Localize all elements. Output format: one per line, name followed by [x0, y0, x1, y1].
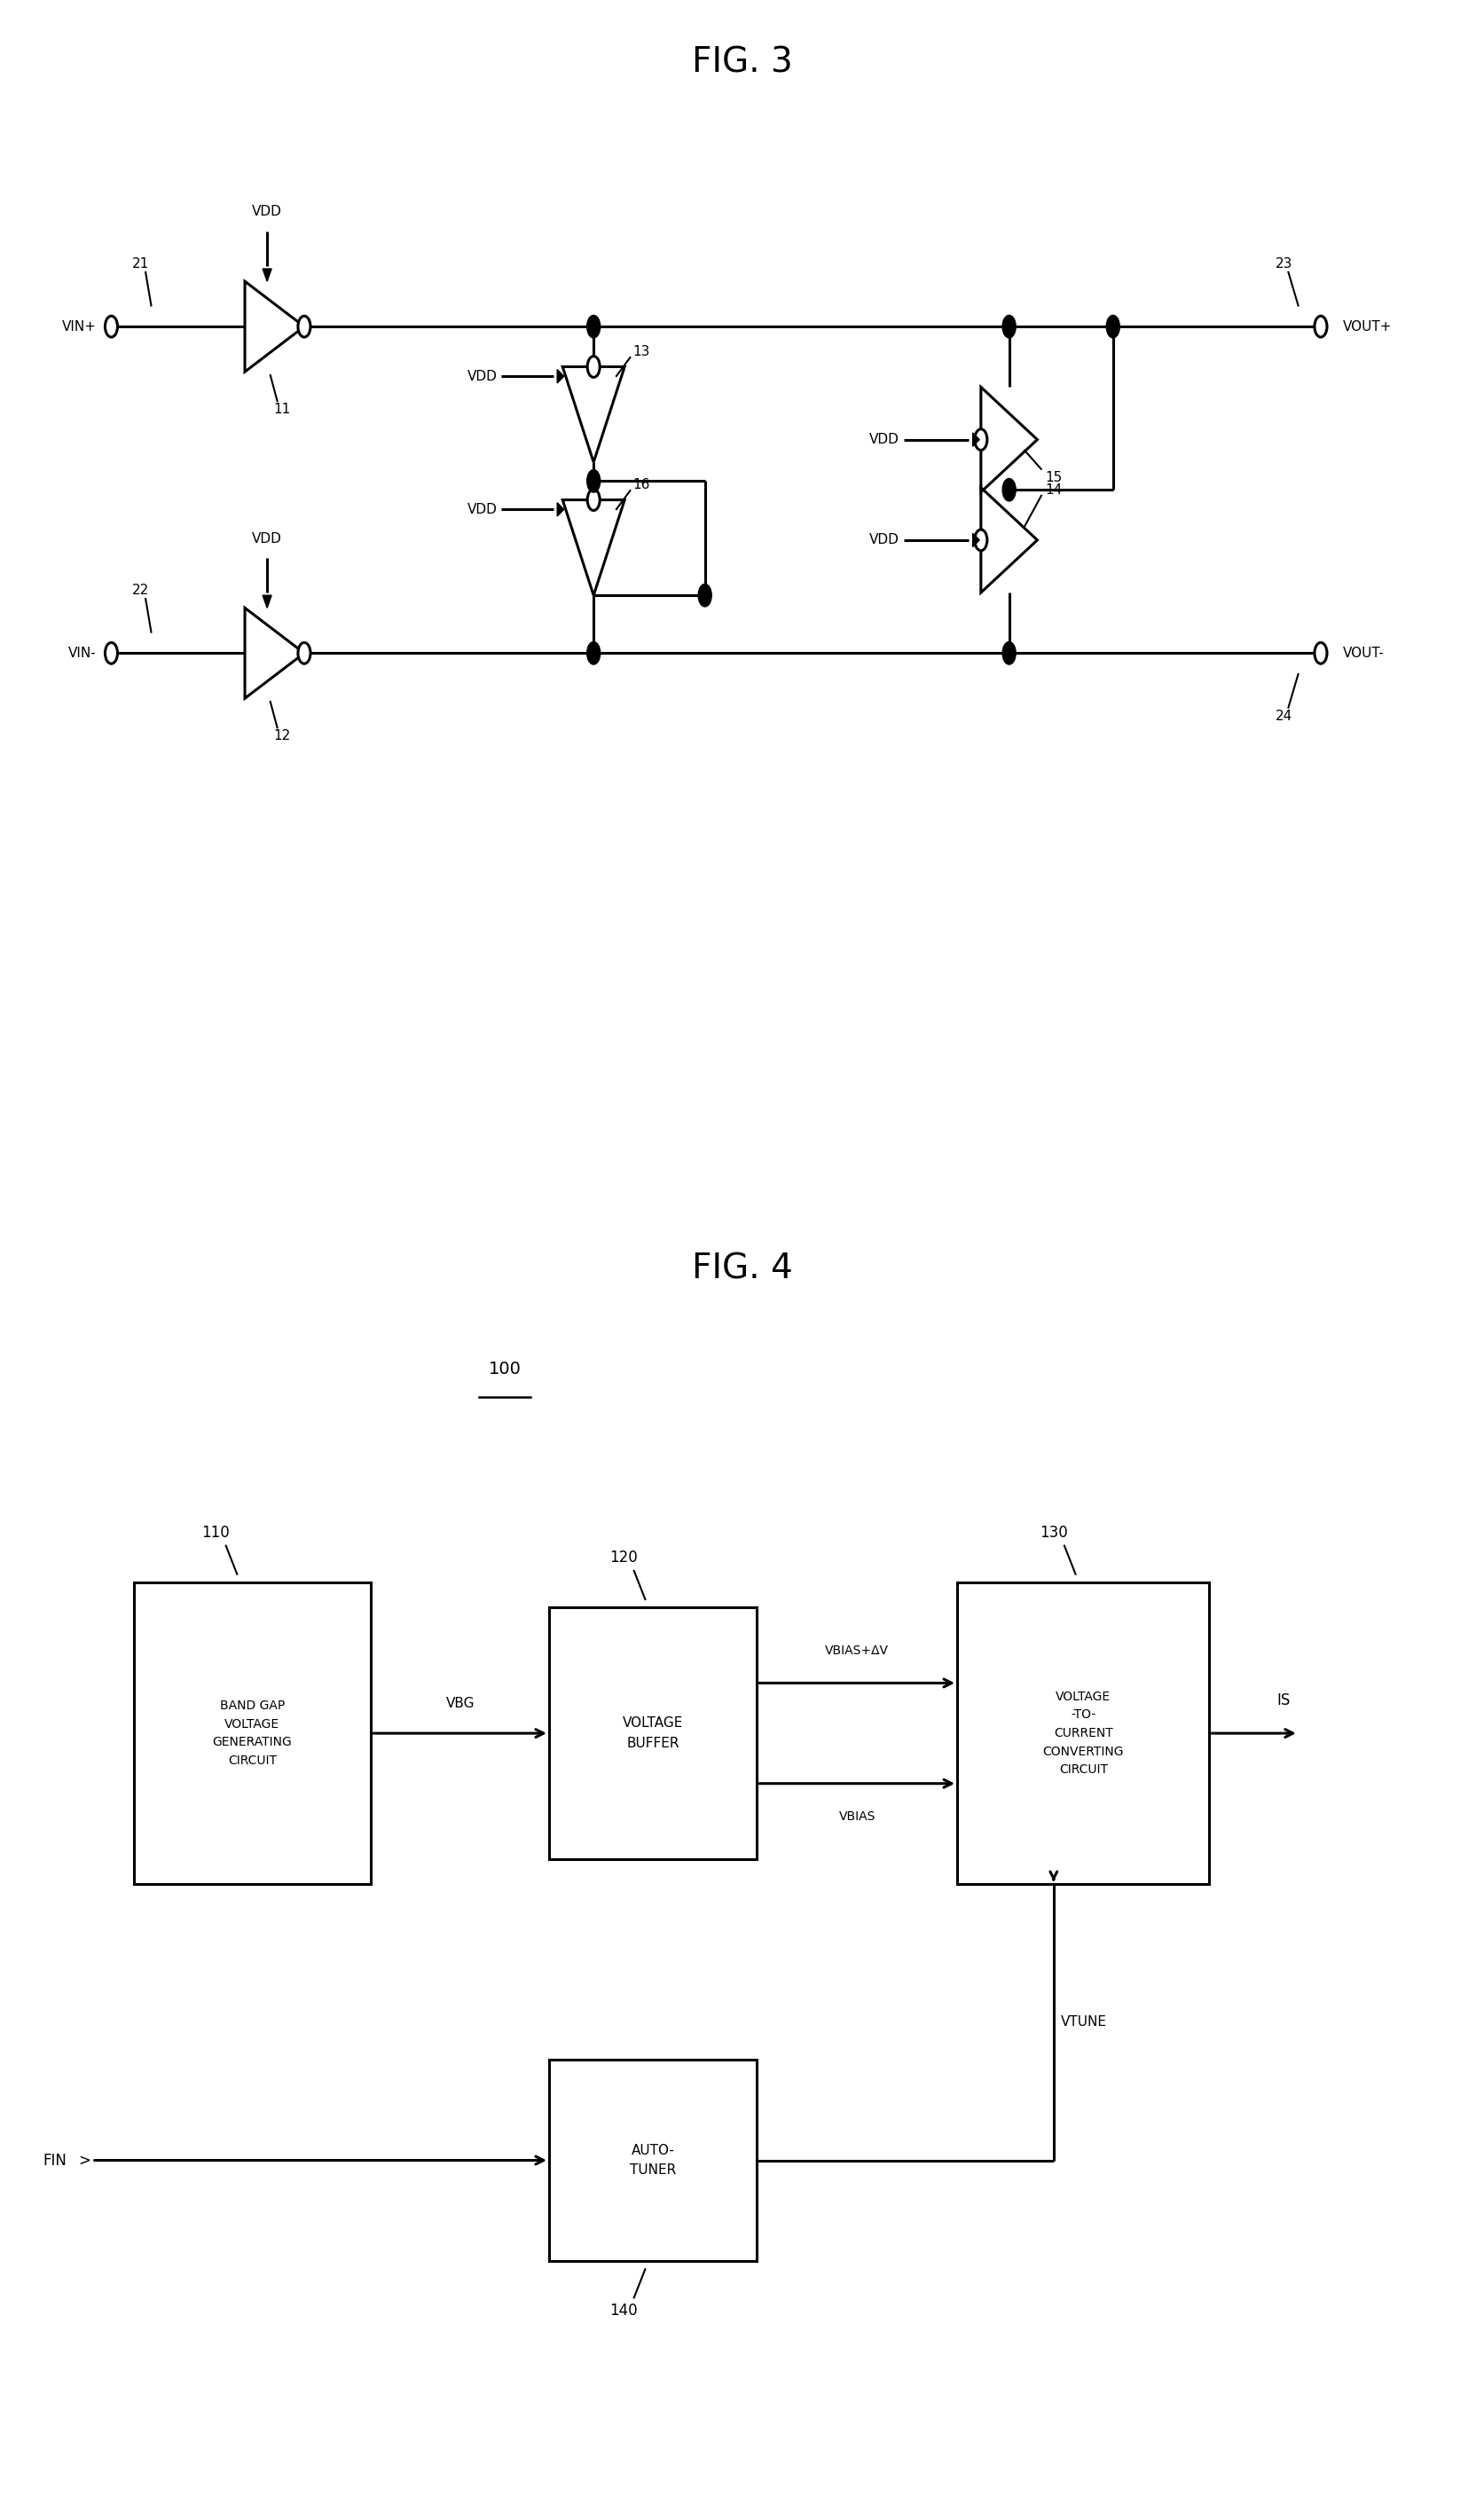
Text: >: >	[79, 2153, 91, 2168]
Circle shape	[975, 530, 987, 550]
Text: FIG. 4: FIG. 4	[692, 1251, 792, 1286]
Text: 13: 13	[632, 344, 650, 359]
Text: VOLTAGE
-TO-
CURRENT
CONVERTING
CIRCUIT: VOLTAGE -TO- CURRENT CONVERTING CIRCUIT	[1043, 1691, 1123, 1776]
Circle shape	[1003, 477, 1015, 502]
Text: 24: 24	[1275, 708, 1293, 723]
Circle shape	[1107, 314, 1119, 337]
Circle shape	[588, 490, 600, 510]
Text: VDD: VDD	[252, 206, 282, 219]
Text: FIG. 3: FIG. 3	[692, 45, 792, 80]
Text: VTUNE: VTUNE	[1061, 2015, 1107, 2030]
Circle shape	[697, 585, 712, 608]
Text: 22: 22	[132, 583, 150, 598]
Text: VBIAS: VBIAS	[838, 1811, 876, 1821]
Circle shape	[298, 643, 310, 663]
Text: VOLTAGE
BUFFER: VOLTAGE BUFFER	[623, 1716, 683, 1751]
Text: VOUT+: VOUT+	[1343, 319, 1392, 334]
Circle shape	[105, 643, 117, 663]
Text: 11: 11	[273, 402, 291, 417]
Polygon shape	[263, 595, 272, 608]
Circle shape	[1003, 314, 1015, 337]
Circle shape	[975, 430, 987, 450]
Circle shape	[586, 470, 601, 492]
Text: VDD: VDD	[870, 533, 899, 548]
Text: 12: 12	[273, 728, 291, 744]
Text: 14: 14	[1045, 482, 1063, 497]
Text: 140: 140	[610, 2304, 637, 2319]
Text: FIN: FIN	[43, 2153, 67, 2168]
Text: VIN-: VIN-	[68, 646, 96, 661]
Polygon shape	[263, 269, 272, 281]
Text: 23: 23	[1275, 256, 1293, 271]
Text: VOUT-: VOUT-	[1343, 646, 1385, 661]
Text: 110: 110	[202, 1525, 229, 1540]
Text: 120: 120	[610, 1550, 637, 1565]
Polygon shape	[556, 502, 564, 517]
Circle shape	[1003, 643, 1015, 666]
Text: VDD: VDD	[467, 369, 497, 382]
Text: VBIAS+ΔV: VBIAS+ΔV	[825, 1645, 889, 1655]
Text: AUTO-
TUNER: AUTO- TUNER	[629, 2143, 677, 2178]
Text: 21: 21	[132, 256, 150, 271]
Text: 130: 130	[1040, 1525, 1067, 1540]
Text: VDD: VDD	[870, 432, 899, 447]
Text: IS: IS	[1276, 1693, 1291, 1708]
Circle shape	[586, 314, 601, 337]
Text: BAND GAP
VOLTAGE
GENERATING
CIRCUIT: BAND GAP VOLTAGE GENERATING CIRCUIT	[212, 1701, 292, 1766]
Circle shape	[588, 357, 600, 377]
Text: VBG: VBG	[445, 1696, 475, 1711]
Text: 15: 15	[1045, 470, 1063, 485]
Circle shape	[586, 643, 601, 666]
Circle shape	[1315, 317, 1327, 337]
Text: VIN+: VIN+	[62, 319, 96, 334]
Circle shape	[105, 317, 117, 337]
Text: VDD: VDD	[252, 533, 282, 545]
Polygon shape	[556, 369, 564, 384]
Text: VDD: VDD	[467, 502, 497, 515]
Text: 100: 100	[488, 1362, 521, 1377]
Circle shape	[1315, 643, 1327, 663]
Polygon shape	[972, 432, 979, 447]
Polygon shape	[972, 533, 979, 548]
Circle shape	[298, 317, 310, 337]
Text: 16: 16	[632, 477, 650, 492]
